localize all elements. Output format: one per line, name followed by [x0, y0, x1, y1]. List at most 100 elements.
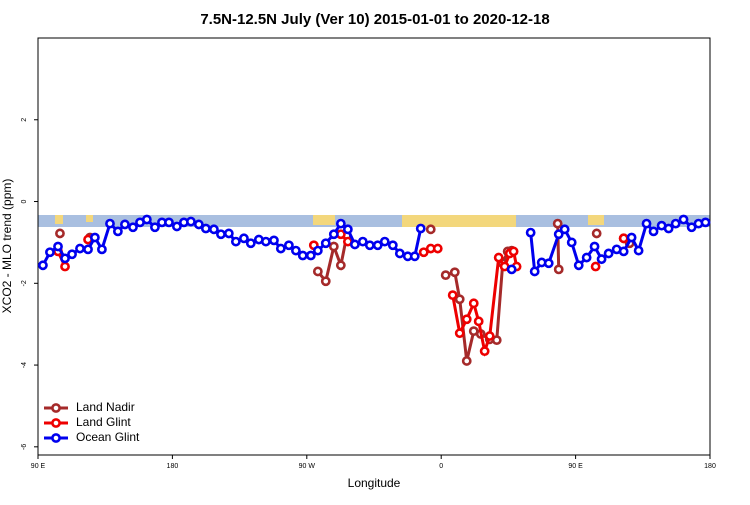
data-point	[415, 223, 426, 234]
data-point	[641, 218, 652, 229]
data-point	[342, 224, 353, 235]
data-point	[461, 356, 472, 366]
data-point	[53, 241, 63, 252]
x-tick-label: 90 W	[299, 463, 316, 470]
data-point	[626, 232, 637, 243]
data-point	[379, 236, 390, 247]
data-point	[349, 239, 360, 250]
data-point	[328, 229, 339, 240]
data-point	[618, 246, 629, 257]
data-point	[150, 222, 160, 233]
data-point	[425, 224, 436, 235]
data-point	[394, 248, 405, 259]
y-tick-label: 2	[21, 118, 28, 122]
data-point	[83, 244, 93, 255]
data-point	[128, 222, 138, 233]
data-point	[552, 218, 563, 229]
data-point	[596, 254, 607, 265]
data-point	[479, 346, 490, 357]
data-point	[75, 243, 85, 254]
data-point	[55, 228, 65, 239]
data-point	[529, 266, 540, 277]
data-point	[38, 260, 48, 271]
data-point	[269, 235, 279, 246]
x-tick-label: 180	[167, 463, 179, 470]
data-point	[525, 227, 536, 238]
data-point	[543, 258, 554, 269]
x-tick-label: 0	[439, 463, 443, 470]
data-point	[290, 245, 301, 256]
data-point	[484, 331, 495, 341]
data-point	[461, 314, 472, 325]
data-point	[89, 232, 100, 243]
data-point	[357, 236, 368, 247]
data-point	[171, 221, 182, 232]
data-point	[141, 214, 152, 225]
data-point	[553, 229, 564, 240]
data-point	[618, 233, 629, 244]
data-point	[223, 228, 234, 239]
data-point	[589, 241, 600, 252]
data-point	[440, 270, 451, 281]
data-point	[432, 243, 443, 254]
data-point	[387, 240, 398, 251]
y-tick-label: -4	[21, 362, 28, 368]
data-point	[320, 238, 331, 249]
data-point	[491, 335, 502, 346]
data-point	[508, 246, 519, 257]
series-line	[58, 234, 624, 351]
data-point	[454, 294, 465, 305]
data-point	[473, 316, 484, 327]
data-point	[493, 252, 504, 263]
data-point	[372, 240, 383, 251]
data-point	[447, 290, 458, 301]
data-point	[193, 219, 204, 230]
data-point	[364, 240, 375, 251]
data-point	[60, 253, 70, 264]
y-tick-label: 0	[21, 199, 28, 203]
data-point	[209, 224, 219, 235]
legend-marker	[51, 418, 61, 428]
data-point	[260, 236, 271, 247]
data-point	[112, 226, 123, 237]
legend-label: Ocean Glint	[76, 430, 140, 444]
data-point	[559, 224, 570, 235]
plot-frame	[37, 37, 711, 456]
legend-marker	[51, 433, 61, 443]
data-point	[409, 251, 420, 262]
data-point	[468, 298, 479, 309]
x-tick-label: 90 E	[31, 463, 46, 470]
data-point	[663, 223, 674, 234]
data-point	[97, 244, 107, 255]
x-tick-label: 180	[704, 463, 716, 470]
data-point	[418, 247, 429, 258]
data-point	[590, 261, 601, 272]
data-point	[120, 219, 130, 230]
x-tick-label: 90 E	[568, 463, 583, 470]
y-axis-label: XCO2 - MLO trend (ppm)	[0, 179, 14, 314]
y-tick-label: -2	[21, 280, 28, 286]
chart-title: 7.5N-12.5N July (Ver 10) 2015-01-01 to 2…	[200, 11, 549, 28]
data-point	[670, 218, 681, 229]
data-point	[283, 240, 294, 251]
map-land	[55, 215, 604, 227]
data-point	[305, 250, 316, 261]
data-point	[275, 243, 286, 254]
data-point	[591, 228, 602, 239]
data-point	[45, 247, 55, 258]
y-tick-label: -6	[21, 444, 28, 450]
data-point	[320, 276, 331, 287]
data-point	[566, 237, 577, 248]
data-point	[573, 260, 584, 271]
data-point	[312, 266, 323, 277]
data-point	[328, 241, 339, 252]
data-point	[230, 236, 241, 247]
data-point	[245, 238, 256, 249]
data-point	[335, 218, 346, 229]
data-point	[700, 217, 711, 228]
data-point	[648, 226, 659, 237]
data-point	[186, 216, 196, 227]
data-point	[553, 264, 564, 275]
data-point	[633, 245, 644, 256]
